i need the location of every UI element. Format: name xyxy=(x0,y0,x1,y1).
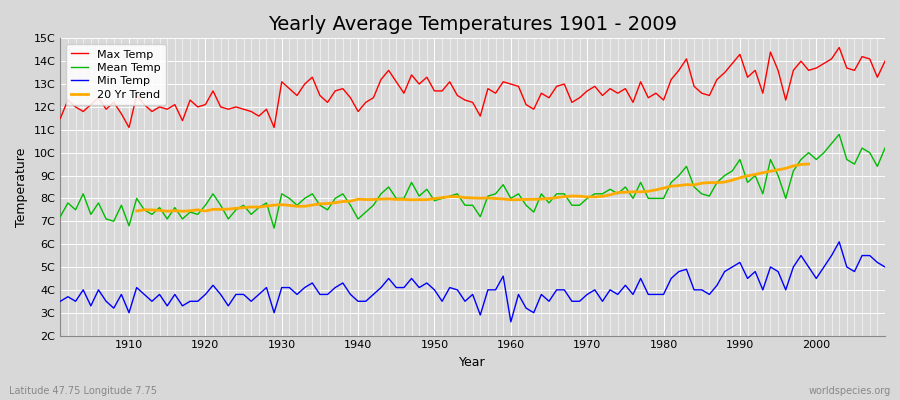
Mean Temp xyxy=(833,132,844,137)
Max Temp xyxy=(123,125,134,130)
Mean Temp xyxy=(338,192,348,196)
Max Temp xyxy=(292,93,302,98)
Max Temp xyxy=(513,84,524,89)
Mean Temp xyxy=(605,187,616,192)
Text: worldspecies.org: worldspecies.org xyxy=(809,386,891,396)
20 Yr Trend xyxy=(803,162,814,166)
20 Yr Trend xyxy=(482,196,493,200)
Max Temp xyxy=(605,86,616,91)
Mean Temp xyxy=(879,146,890,150)
Max Temp xyxy=(55,116,66,121)
20 Yr Trend xyxy=(223,207,234,212)
Line: Max Temp: Max Temp xyxy=(60,48,885,128)
Mean Temp xyxy=(506,196,517,201)
Title: Yearly Average Temperatures 1901 - 2009: Yearly Average Temperatures 1901 - 2009 xyxy=(268,15,677,34)
Min Temp xyxy=(506,320,517,324)
Line: Min Temp: Min Temp xyxy=(60,242,885,322)
Min Temp xyxy=(284,285,295,290)
Min Temp xyxy=(513,292,524,297)
20 Yr Trend xyxy=(734,176,745,180)
Mean Temp xyxy=(116,203,127,208)
X-axis label: Year: Year xyxy=(459,356,486,369)
Max Temp xyxy=(506,82,517,86)
Legend: Max Temp, Mean Temp, Min Temp, 20 Yr Trend: Max Temp, Mean Temp, Min Temp, 20 Yr Tre… xyxy=(66,44,166,106)
Min Temp xyxy=(498,274,508,278)
Min Temp xyxy=(605,288,616,292)
Text: Latitude 47.75 Longitude 7.75: Latitude 47.75 Longitude 7.75 xyxy=(9,386,157,396)
Min Temp xyxy=(329,285,340,290)
20 Yr Trend xyxy=(177,209,188,214)
Line: 20 Yr Trend: 20 Yr Trend xyxy=(137,164,808,211)
Min Temp xyxy=(879,264,890,269)
Y-axis label: Temperature: Temperature xyxy=(15,147,28,227)
Max Temp xyxy=(833,45,844,50)
20 Yr Trend xyxy=(399,197,410,202)
Max Temp xyxy=(338,86,348,91)
Max Temp xyxy=(116,111,127,116)
Min Temp xyxy=(116,292,127,297)
Min Temp xyxy=(833,240,844,244)
20 Yr Trend xyxy=(276,202,287,207)
Line: Mean Temp: Mean Temp xyxy=(60,134,885,228)
20 Yr Trend xyxy=(208,207,219,212)
Mean Temp xyxy=(292,203,302,208)
Mean Temp xyxy=(55,214,66,219)
Max Temp xyxy=(879,59,890,64)
20 Yr Trend xyxy=(131,208,142,213)
Mean Temp xyxy=(513,192,524,196)
Mean Temp xyxy=(269,226,280,230)
Min Temp xyxy=(55,299,66,304)
